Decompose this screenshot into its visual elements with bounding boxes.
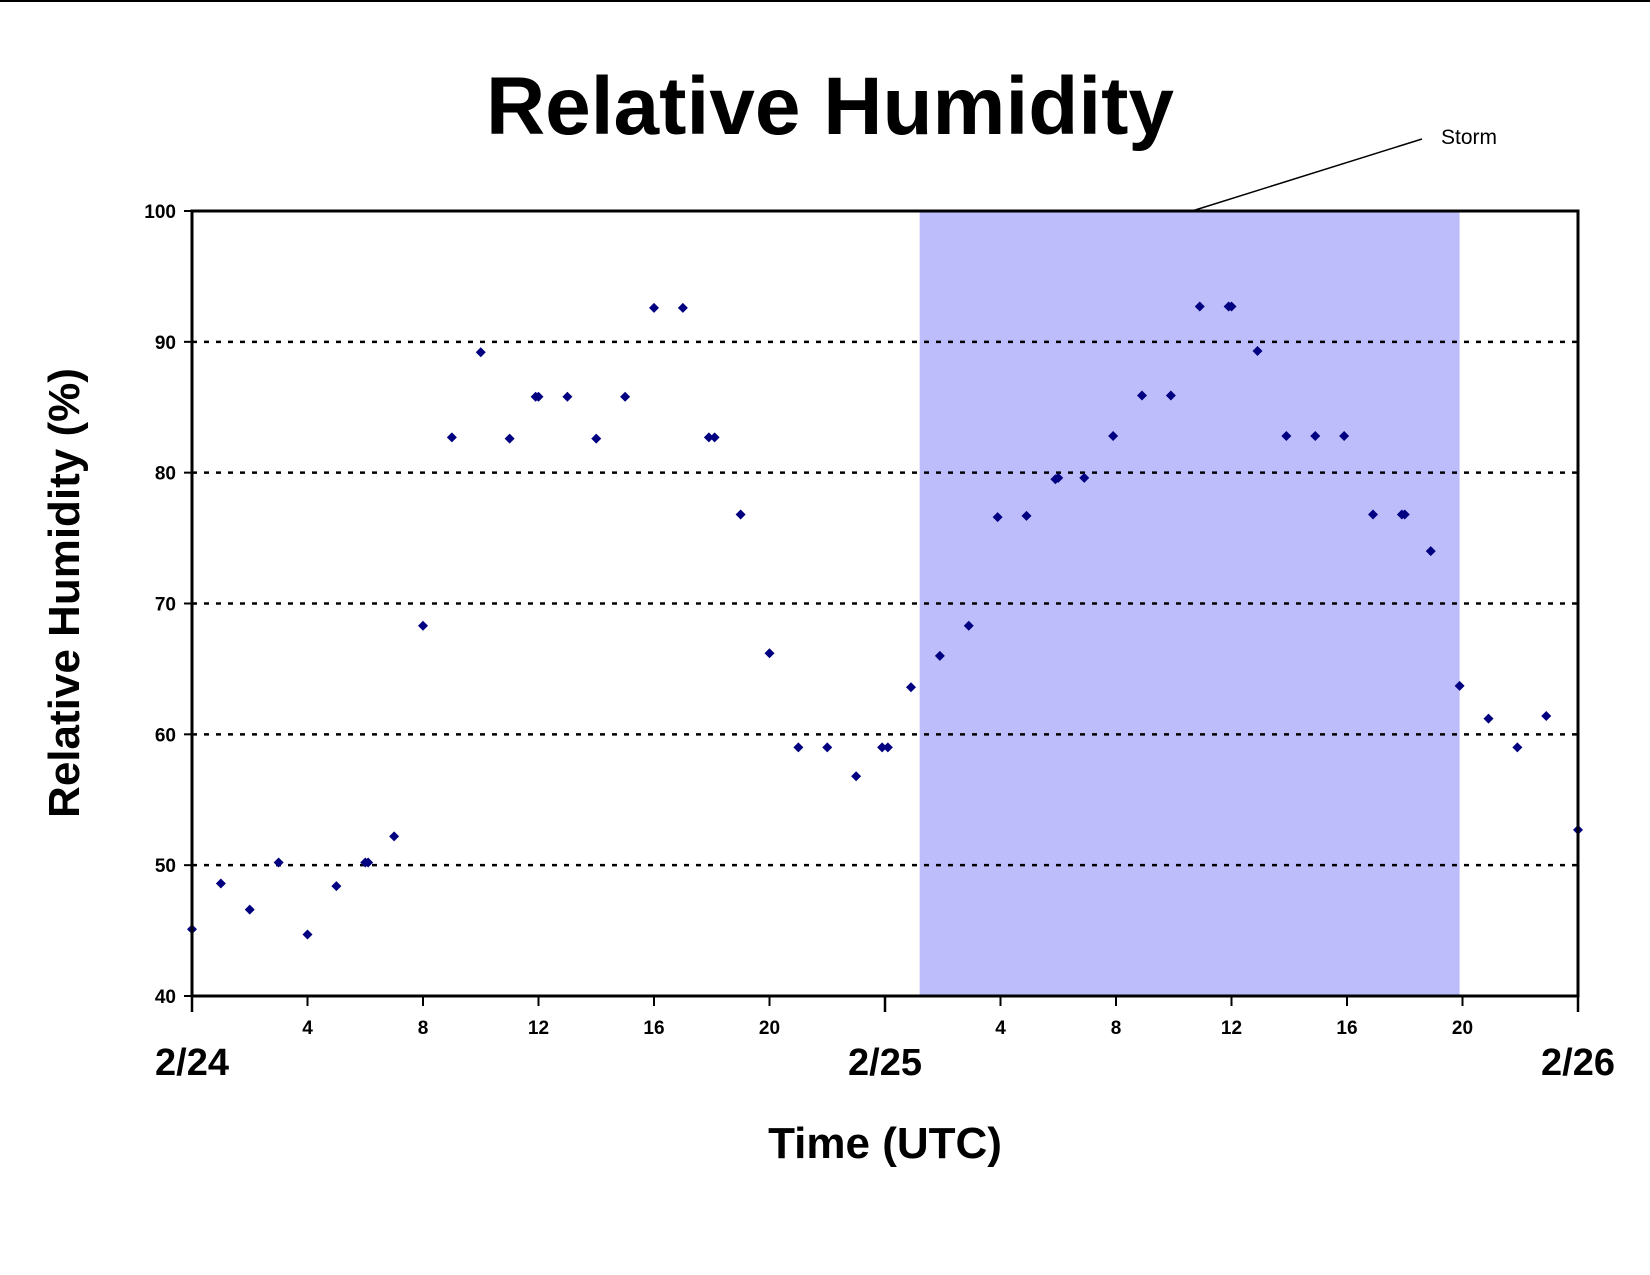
date-label: 2/26 [1541, 1042, 1615, 1084]
data-point [1252, 345, 1263, 356]
data-point [709, 432, 720, 443]
date-label: 2/25 [848, 1042, 922, 1084]
gridlines [192, 340, 1578, 867]
storm-annotation: Storm [1441, 126, 1497, 149]
data-point [764, 648, 775, 659]
data-point [822, 742, 833, 753]
x-axis-ticks: 4 8 12 16 20 4 8 12 16 20 [190, 996, 1580, 1039]
data-point [1226, 301, 1237, 312]
data-point [1194, 301, 1205, 312]
data-point [793, 742, 804, 753]
data-point [215, 878, 226, 889]
data-point [475, 347, 486, 358]
data-point [1108, 431, 1119, 442]
x-tick-label: 4 [302, 1018, 313, 1039]
x-tick-label: 8 [1111, 1018, 1122, 1039]
data-point [1021, 510, 1032, 521]
data-point [389, 831, 400, 842]
data-point [363, 857, 374, 868]
data-point [244, 904, 255, 915]
data-point [1425, 546, 1436, 557]
x-tick-label: 20 [1452, 1018, 1473, 1039]
chart-title: Relative Humidity [485, 61, 1175, 152]
data-point [1165, 390, 1176, 401]
data-point [1339, 431, 1350, 442]
data-point [1399, 509, 1410, 520]
data-point [851, 771, 862, 782]
data-point [677, 302, 688, 313]
y-tick-label: 50 [155, 856, 176, 877]
y-tick-label: 70 [155, 595, 176, 616]
data-point [1454, 680, 1465, 691]
data-point [649, 302, 659, 313]
data-point [877, 742, 888, 753]
data-point [1053, 472, 1064, 483]
x-tick-label: 12 [1221, 1018, 1242, 1039]
data-point [735, 509, 746, 520]
data-point [418, 620, 428, 631]
y-axis-ticks: 40 50 60 70 80 90 100 [144, 202, 192, 1008]
data-point [703, 432, 714, 443]
x-tick-label: 4 [995, 1018, 1006, 1039]
data-point [1136, 390, 1147, 401]
y-tick-label: 90 [155, 333, 176, 354]
data-point [934, 650, 945, 661]
data-point [591, 433, 602, 444]
data-point [1541, 711, 1552, 722]
y-tick-label: 100 [144, 202, 176, 223]
data-point [992, 512, 1003, 523]
data-point [446, 432, 457, 443]
data-point [273, 857, 284, 868]
data-point [1512, 742, 1523, 753]
data-point [1310, 431, 1321, 442]
data-points [187, 301, 1583, 940]
data-point [1079, 472, 1090, 483]
data-point [1367, 509, 1378, 520]
data-point [620, 391, 631, 402]
x-tick-label: 12 [528, 1018, 549, 1039]
x-tick-label: 16 [643, 1018, 664, 1039]
data-point [882, 742, 893, 753]
y-tick-label: 80 [155, 464, 176, 485]
top-border [0, 0, 1650, 2]
y-axis-title: Relative Humidity (%) [40, 368, 89, 818]
storm-annotation-leader [1191, 138, 1423, 212]
data-point [963, 620, 974, 631]
date-label: 2/24 [155, 1042, 229, 1084]
y-tick-label: 60 [155, 725, 176, 746]
x-tick-label: 20 [759, 1018, 780, 1039]
x-tick-label: 16 [1336, 1018, 1357, 1039]
data-point [302, 929, 313, 940]
data-point [1281, 431, 1292, 442]
x-tick-label: 8 [418, 1018, 429, 1039]
data-point [562, 391, 573, 402]
data-point [1483, 713, 1494, 724]
data-point [504, 433, 515, 444]
data-point [905, 682, 916, 693]
date-labels: 2/24 2/25 2/26 [155, 1042, 1615, 1084]
data-point [533, 391, 544, 402]
x-axis-title: Time (UTC) [768, 1119, 1002, 1168]
data-point [331, 881, 342, 892]
y-tick-label: 40 [155, 987, 176, 1008]
